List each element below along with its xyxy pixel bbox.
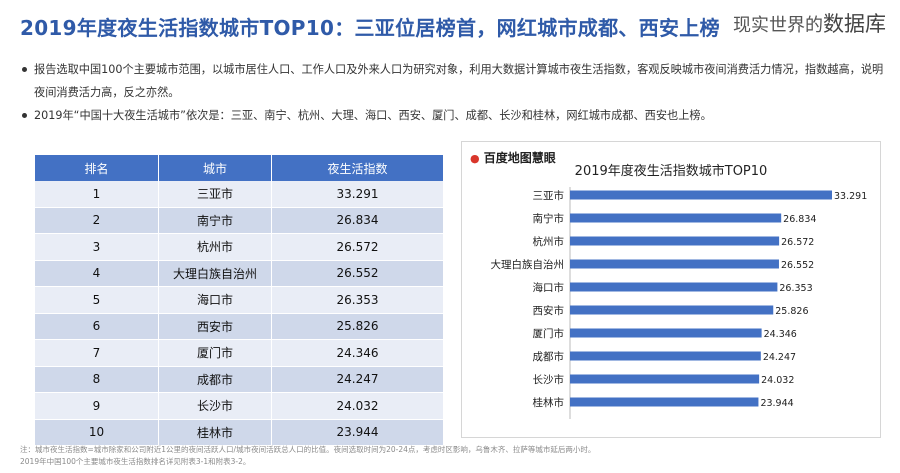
cell-index: 24.247: [271, 366, 444, 393]
chart-logo-text: 百度地图慧眼: [483, 151, 556, 165]
category-label: 长沙市: [533, 373, 565, 386]
cell-city: 长沙市: [158, 392, 272, 420]
category-label: 厦门市: [533, 327, 565, 340]
cell-index: 26.834: [271, 207, 444, 234]
category-label: 成都市: [533, 350, 565, 363]
footnote-line: 注：城市夜生活指数=城市除家和公司附近1公里的夜间活跃人口/城市夜间活跃总人口的…: [20, 445, 596, 454]
table-header-row: 排名 城市 夜生活指数: [35, 155, 444, 181]
ranking-table: 排名 城市 夜生活指数 1 三亚市 33.291 2 南宁市 26.834 3 杭州市 26…: [35, 155, 444, 446]
bar: [570, 328, 762, 338]
brand-prefix: 现实世界的: [733, 15, 823, 36]
bar: [570, 351, 761, 361]
cell-rank: 5: [35, 286, 159, 314]
cell-rank: 9: [35, 392, 159, 420]
cell-city: 海口市: [158, 286, 272, 314]
value-label: 26.353: [779, 283, 812, 294]
cell-index: 26.552: [271, 260, 444, 287]
table-row: 6 西安市 25.826: [35, 313, 444, 340]
value-label: 25.826: [775, 306, 808, 317]
cell-city: 西安市: [158, 313, 272, 340]
bullet-item: 2019年“中国十大夜生活城市”依次是：三亚、南宁、杭州、大理、海口、西安、厦门…: [20, 104, 890, 127]
category-label: 大理白族自治州: [491, 258, 565, 271]
chart-panel: ● 百度地图慧眼 2019年度夜生活指数城市TOP10 三亚市 33.291 南宁市…: [461, 141, 881, 438]
value-label: 33.291: [834, 191, 867, 202]
cell-rank: 7: [35, 339, 159, 367]
category-label: 桂林市: [533, 396, 565, 409]
category-label: 杭州市: [533, 235, 565, 248]
cell-index: 26.572: [271, 233, 444, 261]
table-row: 4 大理白族自治州 26.552: [35, 260, 444, 287]
value-label: 26.834: [783, 214, 816, 225]
value-label: 26.572: [781, 237, 814, 248]
cell-rank: 1: [35, 181, 159, 208]
cell-index: 26.353: [271, 286, 444, 314]
bullet-list: 报告选取中国100个主要城市范围，以城市居住人口、工作人口及外来人口为研究对象，…: [20, 58, 890, 127]
bullet-item: 报告选取中国100个主要城市范围，以城市居住人口、工作人口及外来人口为研究对象，…: [20, 58, 890, 104]
cell-index: 24.346: [271, 339, 444, 367]
bar: [570, 213, 782, 223]
cell-city: 厦门市: [158, 339, 272, 367]
bar: [570, 282, 778, 292]
value-label: 24.247: [763, 352, 796, 363]
header-index: 夜生活指数: [271, 155, 444, 181]
cell-city: 桂林市: [158, 419, 272, 446]
brand-watermark: 现实世界的数据库: [733, 8, 886, 38]
bar: [570, 305, 774, 315]
cell-index: 23.944: [271, 419, 444, 446]
value-label: 26.552: [781, 260, 814, 271]
cell-rank: 10: [35, 419, 159, 446]
cell-city: 南宁市: [158, 207, 272, 234]
cell-rank: 3: [35, 233, 159, 261]
brand-suffix: 数据库: [823, 12, 886, 36]
header-city: 城市: [158, 155, 272, 181]
table-row: 3 杭州市 26.572: [35, 233, 444, 261]
bar: [570, 374, 760, 384]
table-row: 9 长沙市 24.032: [35, 392, 444, 420]
cell-city: 三亚市: [158, 181, 272, 208]
chart-title: 2019年度夜生活指数城市TOP10: [574, 164, 768, 179]
value-label: 24.032: [761, 375, 794, 386]
cell-rank: 8: [35, 366, 159, 393]
header-rank: 排名: [35, 155, 159, 181]
footnote-line: 2019年中国100个主要城市夜生活指数排名详见附表3-1和附表3-2。: [20, 457, 251, 466]
table-row: 5 海口市 26.353: [35, 286, 444, 314]
category-label: 南宁市: [533, 212, 565, 225]
cell-index: 33.291: [271, 181, 444, 208]
bar: [570, 397, 759, 407]
footnote: 注：城市夜生活指数=城市除家和公司附近1公里的夜间活跃人口/城市夜间活跃总人口的…: [20, 444, 595, 468]
cell-index: 25.826: [271, 313, 444, 340]
category-label: 海口市: [533, 281, 565, 294]
bar: [570, 236, 780, 246]
chart-logo: ● 百度地图慧眼: [470, 149, 556, 166]
cell-rank: 4: [35, 260, 159, 287]
bar: [570, 259, 779, 269]
table-row: 10 桂林市 23.944: [35, 419, 444, 446]
category-label: 西安市: [533, 304, 565, 317]
cell-city: 成都市: [158, 366, 272, 393]
cell-city: 大理白族自治州: [158, 260, 272, 287]
table-row: 1 三亚市 33.291: [35, 181, 444, 208]
value-label: 23.944: [760, 398, 793, 409]
cell-rank: 2: [35, 207, 159, 234]
table-row: 8 成都市 24.247: [35, 366, 444, 393]
table-row: 2 南宁市 26.834: [35, 207, 444, 234]
table-row: 7 厦门市 24.346: [35, 339, 444, 367]
value-label: 24.346: [764, 329, 797, 340]
bar: [570, 190, 832, 200]
cell-index: 24.032: [271, 392, 444, 420]
ranking-table-container: 排名 城市 夜生活指数 1 三亚市 33.291 2 南宁市 26.834 3 杭州市 26…: [35, 155, 444, 446]
cell-city: 杭州市: [158, 233, 272, 261]
bar-chart: 三亚市 33.291 南宁市 26.834 杭州市 26.572 大理白族自治州 26.552…: [491, 187, 867, 419]
category-label: 三亚市: [533, 189, 565, 202]
table-body: 1 三亚市 33.291 2 南宁市 26.834 3 杭州市 26.572 4 大理白族自治…: [35, 181, 444, 446]
paw-icon: ●: [470, 152, 480, 165]
cell-rank: 6: [35, 313, 159, 340]
page-title: 2019年度夜生活指数城市TOP10：三亚位居榜首，网红城市成都、西安上榜: [20, 16, 720, 40]
